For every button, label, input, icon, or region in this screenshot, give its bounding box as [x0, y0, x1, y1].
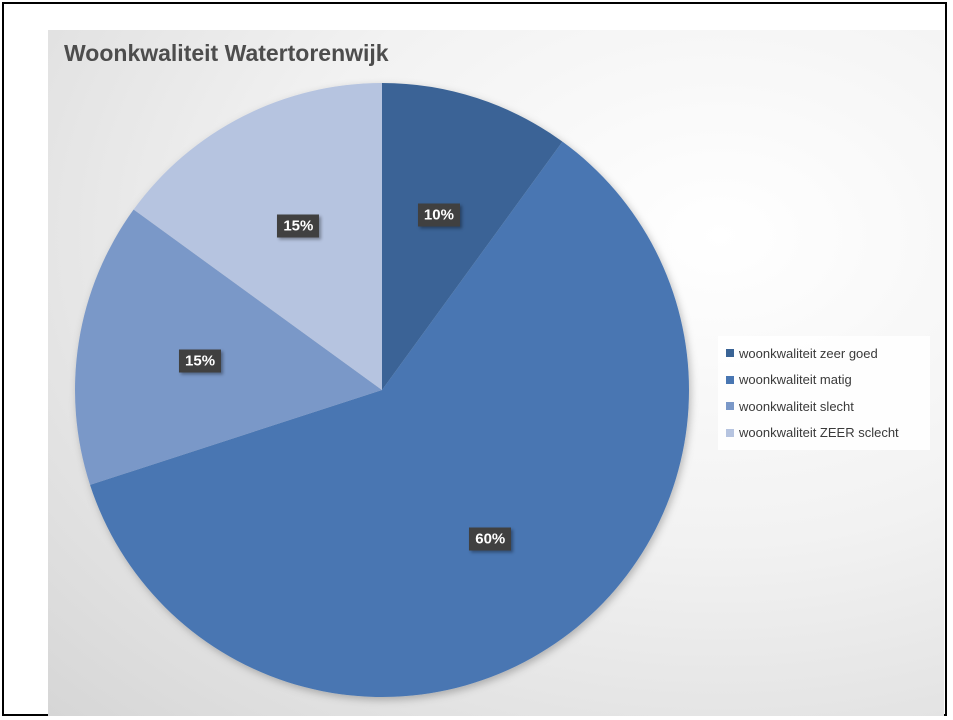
- chart-title: Woonkwaliteit Watertorenwijk: [64, 40, 389, 66]
- legend-item-zeer-goed: woonkwaliteit zeer goed: [726, 346, 930, 361]
- legend: woonkwaliteit zeer goed woonkwaliteit mat…: [718, 336, 930, 450]
- legend-item-matig: woonkwaliteit matig: [726, 372, 930, 387]
- legend-label: woonkwaliteit slecht: [739, 398, 854, 414]
- pie-slice-slecht: [75, 209, 382, 485]
- data-label-slecht: 15%: [179, 349, 222, 373]
- legend-item-zeer-slecht: woonkwaliteit ZEER sclecht: [726, 425, 930, 440]
- pie-slice-zeer-goed: [382, 83, 563, 390]
- legend-label: woonkwaliteit matig: [739, 372, 852, 388]
- data-label-matig: 60%: [469, 527, 512, 551]
- legend-label: woonkwaliteit zeer goed: [739, 345, 878, 361]
- legend-swatch: [726, 349, 734, 358]
- pie-slice-matig: [90, 141, 690, 698]
- data-label-zeer-slecht: 15%: [277, 214, 320, 238]
- legend-swatch: [726, 375, 734, 384]
- legend-swatch: [726, 428, 734, 437]
- legend-swatch: [726, 402, 734, 411]
- legend-label: woonkwaliteit ZEER sclecht: [739, 425, 899, 441]
- data-label-zeer-goed: 10%: [417, 203, 460, 227]
- legend-item-slecht: woonkwaliteit slecht: [726, 399, 930, 414]
- pie-slice-zeer-slecht: [133, 83, 382, 390]
